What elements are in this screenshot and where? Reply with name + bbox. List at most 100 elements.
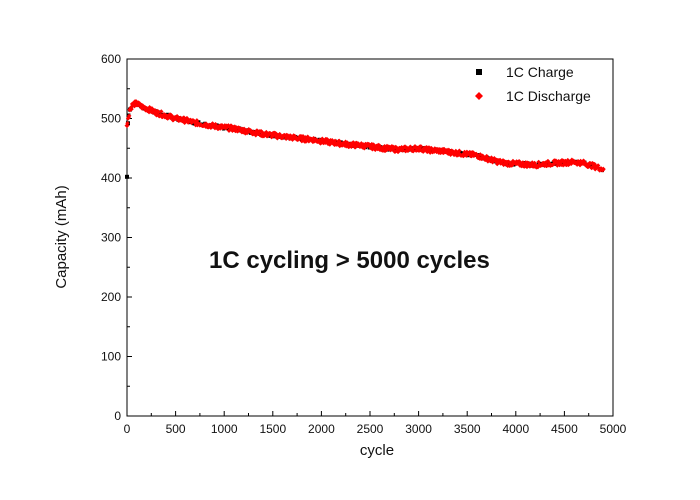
x-tick-label: 2000	[308, 422, 335, 436]
discharge-point	[595, 165, 600, 170]
discharge-point	[317, 137, 322, 143]
x-tick-label: 0	[124, 422, 131, 436]
discharge-point	[297, 136, 302, 141]
discharge-point	[413, 144, 418, 150]
y-tick-label: 100	[101, 350, 121, 364]
discharge-point	[592, 161, 597, 167]
discharge-point	[488, 158, 493, 164]
charge-point	[125, 174, 129, 179]
plot-border	[126, 58, 614, 417]
legend-marker-charge	[476, 69, 482, 75]
discharge-point	[446, 147, 452, 153]
y-axis-ticks: 0 100 200 300 400 500 600	[101, 52, 132, 423]
x-tick-label: 1000	[211, 422, 238, 436]
discharge-point	[336, 138, 342, 143]
x-tick-label: 500	[166, 422, 186, 436]
discharge-point	[589, 165, 594, 171]
discharge-point	[462, 149, 467, 155]
x-tick-label: 4000	[502, 422, 529, 436]
x-tick-label: 5000	[600, 422, 627, 436]
discharge-point	[156, 110, 161, 115]
discharge-point	[522, 164, 527, 169]
discharge-point	[555, 160, 561, 166]
discharge-point	[210, 121, 215, 126]
discharge-point	[331, 140, 336, 145]
discharge-point	[280, 135, 285, 140]
discharge-point	[189, 120, 194, 126]
discharge-point	[541, 160, 547, 166]
discharge-point	[138, 104, 144, 110]
discharge-point	[154, 113, 159, 118]
discharge-point	[130, 102, 135, 107]
discharge-point	[152, 107, 158, 113]
discharge-point	[532, 160, 537, 166]
discharge-point	[266, 132, 271, 138]
discharge-point	[248, 128, 253, 133]
discharge-point	[382, 143, 387, 149]
discharge-point	[426, 145, 432, 150]
discharge-point	[551, 162, 556, 167]
discharge-point	[127, 113, 132, 119]
discharge-point	[574, 162, 580, 167]
discharge-point	[129, 106, 134, 112]
x-tick-label: 1500	[259, 422, 286, 436]
discharge-point	[478, 152, 483, 157]
discharge-point	[581, 158, 586, 163]
chart-annotation: 1C cycling > 5000 cycles	[209, 247, 490, 274]
discharge-point	[393, 144, 398, 150]
discharge-point	[181, 115, 187, 120]
y-tick-label: 300	[101, 231, 121, 245]
discharge-point	[283, 136, 289, 141]
discharge-point	[571, 158, 576, 163]
discharge-point	[303, 135, 308, 140]
y-axis-title: Capacity (mAh)	[53, 185, 70, 288]
discharge-point	[411, 148, 416, 154]
x-axis-ticks: 0 500 1000 1500 2000 2500 3000 3500 4000 4500 5000	[124, 411, 627, 436]
discharge-point	[388, 148, 393, 153]
discharge-point	[559, 162, 564, 168]
discharge-point	[453, 148, 459, 154]
discharge-point	[600, 168, 605, 173]
discharge-point	[418, 144, 424, 149]
discharge-point	[195, 122, 200, 128]
discharge-point	[543, 160, 548, 165]
discharge-point	[285, 133, 291, 138]
discharge-point	[148, 107, 153, 112]
y-tick-label: 500	[101, 112, 121, 126]
discharge-point	[325, 137, 330, 142]
discharge-point	[332, 138, 338, 143]
discharge-point	[455, 152, 461, 158]
discharge-point	[125, 121, 130, 126]
discharge-point	[545, 158, 551, 164]
discharge-point	[307, 138, 313, 143]
discharge-point	[563, 158, 568, 164]
discharge-point	[471, 153, 477, 159]
discharge-point	[394, 145, 400, 151]
discharge-point	[524, 164, 530, 170]
x-tick-label: 3000	[405, 422, 432, 436]
x-tick-label: 2500	[357, 422, 384, 436]
y-tick-label: 600	[101, 52, 121, 66]
discharge-point	[377, 143, 382, 148]
discharge-point	[464, 149, 470, 155]
y-tick-label: 200	[101, 290, 121, 304]
discharge-point	[338, 141, 344, 146]
discharge-point	[152, 110, 157, 115]
discharge-point	[524, 162, 529, 167]
discharge-point	[360, 142, 366, 147]
discharge-point	[158, 112, 163, 118]
discharge-point	[420, 149, 426, 154]
discharge-point	[565, 161, 570, 167]
discharge-point	[402, 144, 408, 149]
discharge-point	[295, 137, 300, 143]
discharge-point	[510, 162, 515, 167]
legend-marker-discharge	[475, 92, 483, 100]
discharge-point	[595, 163, 601, 168]
legend: 1C Charge 1C Discharge	[475, 64, 591, 104]
legend-label-charge: 1C Charge	[506, 64, 574, 80]
discharge-point	[582, 160, 587, 165]
y-tick-label: 0	[114, 409, 121, 423]
discharge-point	[183, 119, 189, 124]
discharge-point	[232, 124, 237, 129]
